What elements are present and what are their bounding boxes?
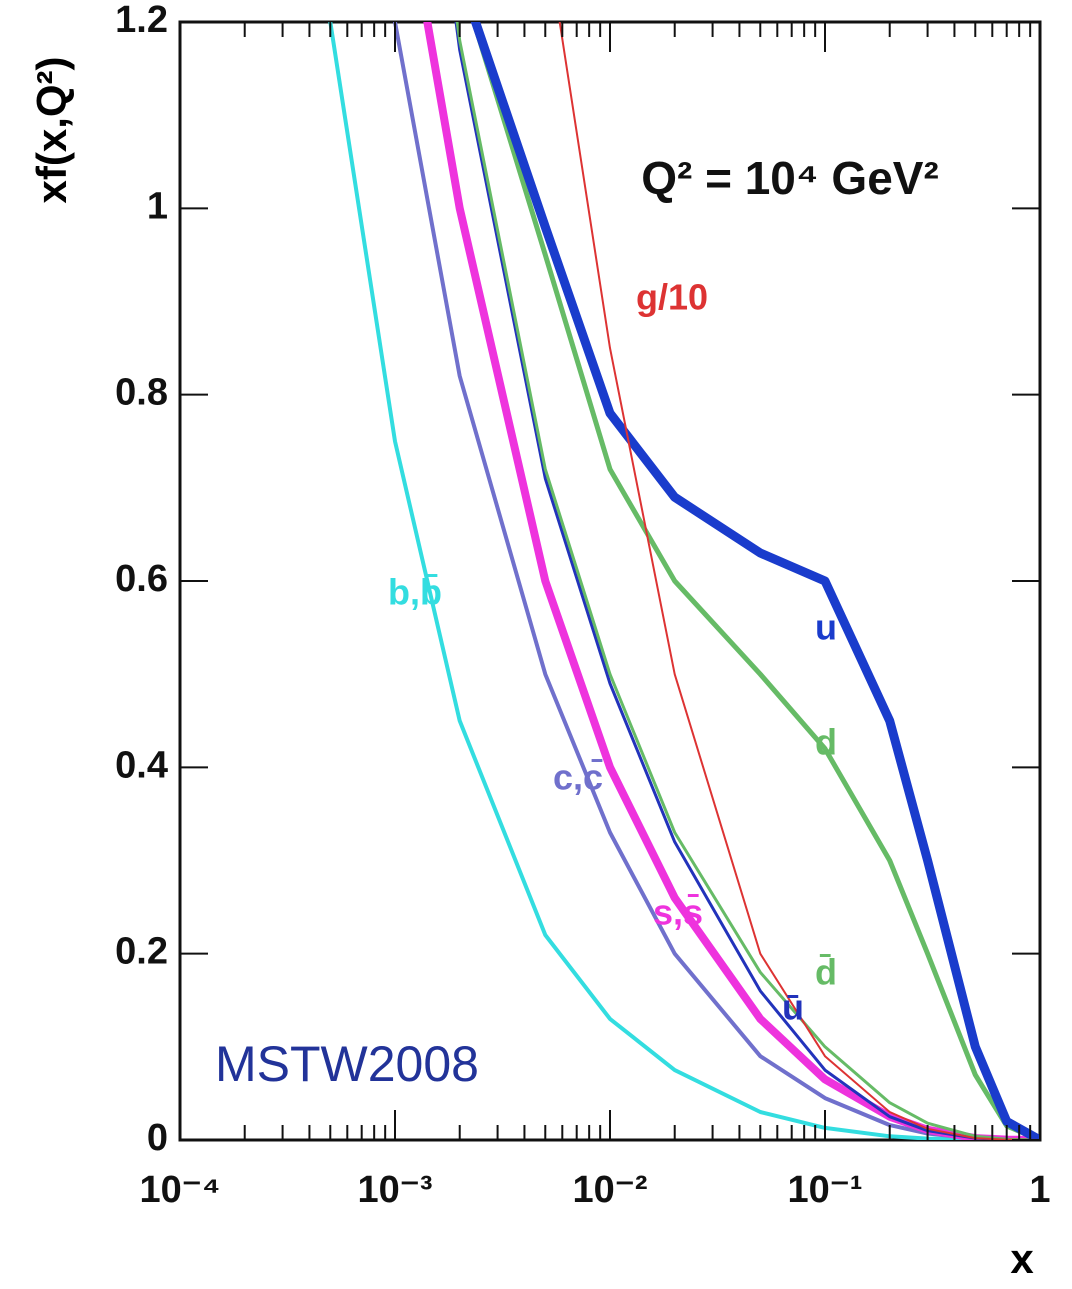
x-tick-label: 10⁻³: [358, 1169, 433, 1211]
pdf-curve: [470, 22, 1040, 1140]
x-tick-label: 10⁻²: [573, 1169, 648, 1211]
q2-annotation: Q² = 10⁴ GeV²: [641, 152, 939, 204]
x-tick-label: 1: [1029, 1169, 1050, 1211]
y-tick-label: 1.2: [115, 0, 168, 41]
curve-label: b,b̄: [388, 572, 442, 613]
curves: [328, 22, 1040, 1140]
y-tick-label: 0.8: [115, 372, 168, 414]
x-tick-label: 10⁻¹: [788, 1169, 863, 1211]
y-tick-label: 1: [147, 185, 168, 227]
curve-label: u: [815, 607, 837, 648]
pdf-curve: [455, 22, 1040, 1140]
curve-label: g/10: [636, 277, 708, 318]
pdf-curve: [471, 22, 1040, 1140]
y-tick-label: 0.4: [115, 744, 168, 786]
x-axis-label: x: [1010, 1235, 1034, 1282]
pdf-curve: [558, 22, 1040, 1140]
curve-label: d̄: [815, 952, 837, 993]
x-tick-label: 10⁻⁴: [139, 1169, 220, 1211]
curve-label: d: [815, 722, 837, 763]
curve-label: c,c̄: [553, 757, 603, 798]
curve-label: s,s̄: [653, 892, 703, 933]
y-tick-label: 0.6: [115, 558, 168, 600]
y-tick-label: 0: [147, 1117, 168, 1159]
curve-label: ū: [782, 987, 804, 1028]
y-tick-label: 0.2: [115, 931, 168, 973]
y-axis-label: xf(x,Q²): [28, 57, 75, 204]
mstw-annotation: MSTW2008: [215, 1036, 479, 1092]
